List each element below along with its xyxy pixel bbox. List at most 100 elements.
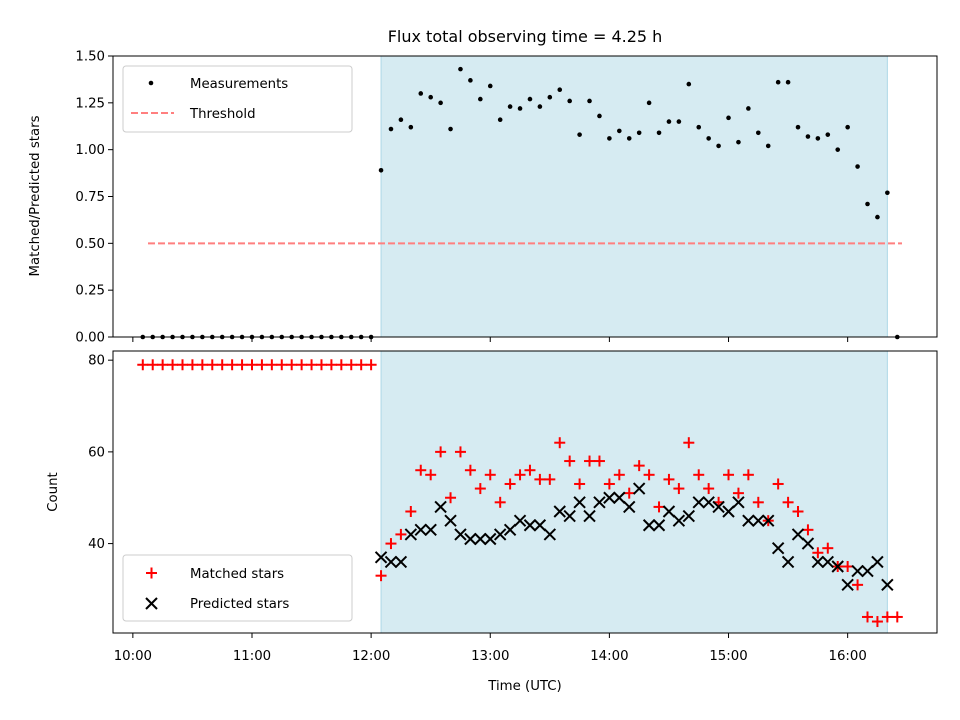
- matched-star-point: [623, 487, 635, 499]
- predicted-star-point: [811, 555, 825, 569]
- top-legend-box: [122, 65, 353, 133]
- measurement-point: [378, 167, 384, 173]
- predicted-star-point: [444, 514, 457, 527]
- top-x-ticks: [132, 337, 849, 342]
- matched-star-point: [137, 359, 149, 371]
- matched-star-point: [147, 359, 159, 371]
- matched-star-point: [802, 524, 814, 536]
- predicted-star-point: [821, 555, 835, 569]
- predicted-star-point: [414, 523, 427, 537]
- predicted-marker-b: [394, 555, 408, 569]
- matched-star-point: [852, 579, 864, 591]
- predicted-star-point: [603, 491, 616, 504]
- measurement-point: [607, 136, 612, 141]
- matched-star-point: [633, 460, 645, 472]
- measurement-point: [765, 143, 771, 149]
- predicted-star-point: [474, 532, 487, 546]
- legend-label-threshold: Threshold: [189, 107, 256, 122]
- measurement-point: [537, 104, 543, 109]
- predicted-star-point: [632, 482, 646, 495]
- measurement-point: [418, 91, 424, 96]
- legend-marker-matched: [146, 567, 157, 579]
- measurement-point: [795, 124, 801, 130]
- top-y-tick-label: 1.50: [75, 50, 105, 65]
- predicted-star-point: [543, 528, 557, 541]
- matched-star-point: [683, 437, 695, 449]
- measurement-point: [507, 104, 513, 109]
- predicted-marker-b: [543, 528, 557, 541]
- bottom-plot-frame: [112, 350, 938, 634]
- predicted-marker-b: [434, 500, 447, 514]
- predicted-marker-b: [642, 519, 656, 532]
- matched-star-point: [822, 542, 834, 554]
- predicted-star-point: [742, 514, 755, 527]
- matched-star-point: [653, 501, 665, 513]
- matched-star-point: [395, 528, 407, 540]
- measurement-point: [468, 78, 473, 83]
- top-y-tick-label: 0.75: [75, 190, 105, 205]
- predicted-star-point: [771, 541, 785, 555]
- top-y-axis-label: Matched/Predicted stars: [28, 115, 43, 276]
- predicted-star-point: [454, 528, 467, 541]
- measurement-point: [865, 201, 870, 207]
- top-y-tick-label: 1.25: [75, 96, 105, 111]
- predicted-marker-b: [374, 551, 388, 564]
- matched-star-point: [375, 570, 387, 582]
- matched-star-point: [842, 561, 854, 573]
- matched-star-point: [693, 469, 705, 481]
- predicted-star-point: [682, 509, 696, 523]
- measurement-point: [845, 124, 850, 130]
- matched-star-point: [574, 478, 586, 490]
- predicted-marker-b: [484, 532, 497, 546]
- legend-marker-predicted: [145, 597, 158, 610]
- matched-stars-points: [137, 359, 903, 628]
- measurement-point: [587, 98, 592, 104]
- predicted-marker-b: [762, 514, 775, 527]
- measurement-point: [686, 81, 692, 87]
- matched-star-point: [325, 359, 337, 371]
- predicted-marker-b: [801, 537, 815, 550]
- matched-star-point: [772, 478, 784, 490]
- predicted-marker-b: [424, 523, 437, 537]
- x-axis: 10:00 11:00 12:00 13:00 14:00 15:00 16:00: [114, 633, 867, 664]
- matched-star-point: [484, 469, 496, 481]
- top-y-tick-label: 0.50: [75, 237, 105, 252]
- predicted-star-point: [623, 500, 636, 514]
- predicted-star-point: [533, 519, 547, 532]
- measurement-point: [517, 106, 523, 111]
- predicted-star-point: [424, 523, 437, 537]
- predicted-star-point: [513, 514, 527, 527]
- measurement-point: [448, 126, 453, 132]
- top-y-tick-label: 1.00: [75, 143, 105, 158]
- matched-star-point: [266, 359, 278, 371]
- predicted-star-point: [394, 555, 408, 569]
- measurement-point: [716, 143, 721, 149]
- matched-star-point: [445, 492, 457, 504]
- predicted-star-point: [841, 578, 854, 592]
- measurement-point: [438, 100, 443, 106]
- matched-star-point: [514, 469, 526, 481]
- matched-star-point: [226, 359, 238, 371]
- top-legend: Measurements Threshold: [122, 65, 353, 133]
- predicted-star-point: [672, 514, 686, 527]
- measurement-point: [626, 136, 632, 141]
- predicted-star-point: [702, 496, 715, 509]
- top-measurement-points: [140, 66, 900, 340]
- predicted-marker-b: [464, 532, 477, 546]
- matched-star-point: [345, 359, 357, 371]
- predicted-star-point: [593, 496, 606, 509]
- measurement-point: [497, 117, 503, 122]
- predicted-marker-b: [603, 491, 616, 504]
- predicted-marker-b: [553, 505, 566, 518]
- predicted-marker-b: [692, 496, 705, 509]
- matched-star-point: [524, 464, 536, 476]
- matched-star-point: [435, 446, 447, 458]
- predicted-star-point: [553, 505, 566, 518]
- predicted-marker-b: [662, 505, 676, 518]
- measurement-point: [388, 126, 394, 132]
- predicted-star-point: [404, 528, 418, 541]
- predicted-star-point: [493, 528, 507, 541]
- matched-star-point: [296, 359, 308, 371]
- measurement-point: [855, 164, 860, 169]
- measurement-point: [756, 130, 761, 136]
